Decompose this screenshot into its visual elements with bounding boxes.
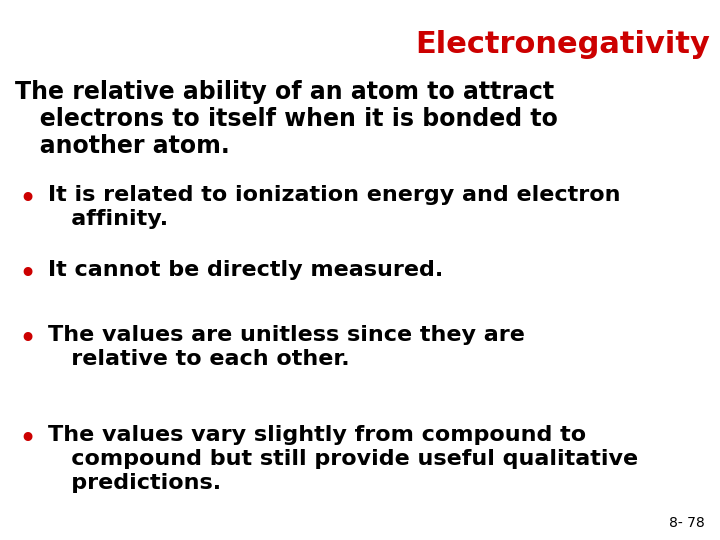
Text: compound but still provide useful qualitative: compound but still provide useful qualit… (48, 449, 638, 469)
Text: It is related to ionization energy and electron: It is related to ionization energy and e… (48, 185, 621, 205)
Text: relative to each other.: relative to each other. (48, 349, 350, 369)
Text: It cannot be directly measured.: It cannot be directly measured. (48, 260, 444, 280)
Text: •: • (18, 425, 36, 454)
Text: •: • (18, 185, 36, 214)
Text: electrons to itself when it is bonded to: electrons to itself when it is bonded to (15, 107, 558, 131)
Text: •: • (18, 260, 36, 289)
Text: •: • (18, 325, 36, 354)
Text: affinity.: affinity. (48, 209, 168, 229)
Text: another atom.: another atom. (15, 134, 230, 158)
Text: The relative ability of an atom to attract: The relative ability of an atom to attra… (15, 80, 554, 104)
Text: predictions.: predictions. (48, 473, 221, 493)
Text: Electronegativity: Electronegativity (415, 30, 710, 59)
Text: The values are unitless since they are: The values are unitless since they are (48, 325, 525, 345)
Text: The values vary slightly from compound to: The values vary slightly from compound t… (48, 425, 586, 445)
Text: 8- 78: 8- 78 (670, 516, 705, 530)
